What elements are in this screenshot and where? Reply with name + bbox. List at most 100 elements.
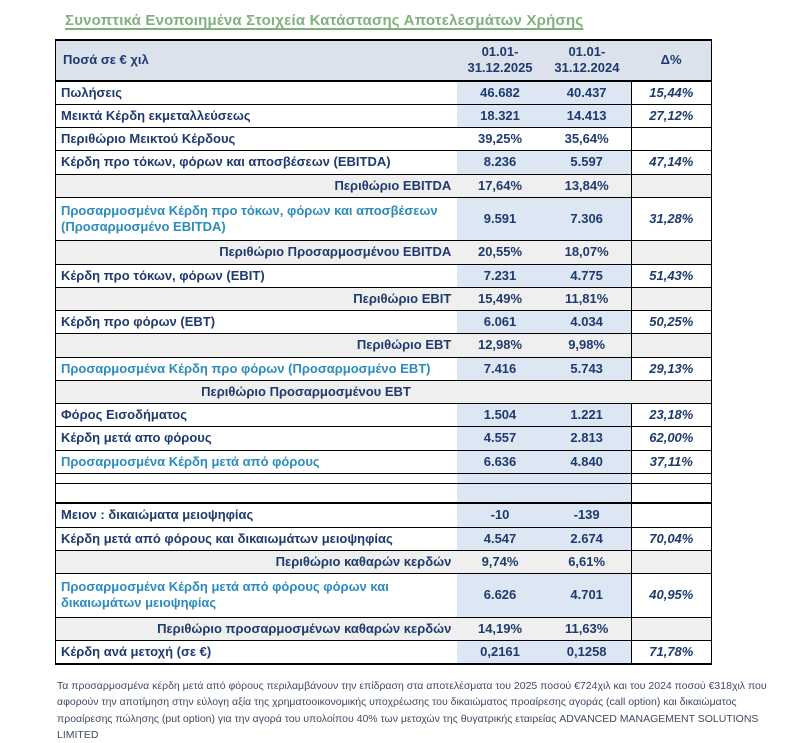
table-row: Προσαρμοσμένα Κέρδη μετά από φόρους φόρω…	[55, 573, 712, 617]
value-2024: 1.221	[542, 403, 632, 427]
value-2024: 7.306	[542, 197, 632, 241]
delta-value	[630, 287, 712, 311]
table-row: Πωλήσεις 46.682 40.437 15,44%	[55, 80, 712, 105]
page-title: Συνοπτικά Ενοποιημένα Στοιχεία Κατάσταση…	[65, 12, 584, 29]
table-row	[55, 473, 712, 484]
row-label: Φόρος Εισοδήματος	[61, 407, 187, 422]
delta-value: 29,13%	[630, 357, 712, 381]
value-2025: 9.591	[457, 197, 543, 241]
table-row: Προσαρμοσμένα Κέρδη προ τόκων, φόρων και…	[55, 197, 712, 241]
value-2025: 7.231	[457, 264, 543, 288]
row-label: Περιθώριο προσαρμοσμένων καθαρών κερδών	[157, 620, 452, 636]
header-period-2024-line1: 01.01-	[568, 44, 606, 59]
value-2024: 9,98%	[568, 337, 606, 353]
row-label: Μειον : δικαιώματα μειοψηφίας	[61, 507, 254, 523]
income-statement-table: Ποσά σε € χιλ 01.01- 31.12.2025 01.01- 3…	[55, 39, 712, 665]
value-2025: 15,49%	[477, 290, 523, 306]
value-2024: 0,1258	[542, 640, 632, 664]
value-2025: 8.236	[457, 150, 543, 174]
row-label: Περιθώριο EBIT	[353, 290, 452, 306]
delta-value: 31,28%	[630, 197, 712, 241]
value-2025	[457, 483, 543, 504]
delta-value: 23,18%	[630, 403, 712, 427]
value-2024: 2.813	[542, 426, 632, 450]
value-2024: 6,61%	[568, 553, 606, 569]
row-label: Κέρδη μετά από φόρους και δικαιωμάτων με…	[61, 530, 393, 546]
delta-value: 51,43%	[630, 264, 712, 288]
value-2025: 39,25%	[477, 131, 523, 146]
delta-value: 40,95%	[630, 573, 712, 617]
table-row	[55, 483, 712, 504]
value-2025: 12,98%	[477, 337, 523, 353]
value-2024: 4.701	[542, 573, 632, 617]
header-period-2025: 01.01- 31.12.2025	[457, 40, 543, 82]
delta-value: 37,11%	[630, 450, 712, 474]
table-row: Περιθώριο Προσαρμοσμένου EBT	[55, 380, 712, 404]
value-2024: 13,84%	[564, 177, 609, 193]
value-2025: 14,19%	[477, 620, 523, 636]
row-label: Περιθώριο EBT	[356, 337, 452, 353]
value-2025: 6.061	[457, 310, 543, 334]
value-2025: 0,2161	[457, 640, 543, 664]
delta-value	[630, 617, 712, 641]
value-2024: 5.597	[542, 150, 632, 174]
row-label: Μεικτά Κέρδη εκμεταλλεύσεως	[61, 107, 251, 123]
table-header-row: Ποσά σε € χιλ 01.01- 31.12.2025 01.01- 3…	[55, 40, 712, 82]
delta-value: 71,78%	[630, 640, 712, 664]
row-label: Περιθώριο Προσαρμοσμένου EBITDA	[219, 244, 452, 260]
row-label: Κέρδη ανά μετοχή (σε €)	[61, 643, 212, 659]
header-period-2024-line2: 31.12.2024	[554, 60, 620, 76]
value-2025: 9,74%	[481, 553, 519, 569]
row-label: Περιθώριο καθαρών κερδών	[275, 553, 452, 569]
delta-value	[630, 333, 712, 357]
value-2025: 20,55%	[477, 244, 523, 260]
table-row: Περιθώριο EBITDA 17,64% 13,84%	[55, 174, 712, 198]
delta-value: 47,14%	[630, 150, 712, 174]
value-2024: 4.034	[542, 310, 632, 334]
value-2024	[542, 483, 632, 504]
row-label	[55, 483, 458, 504]
value-2025: 7.416	[457, 357, 543, 381]
table-row: Κέρδη προ τόκων, φόρων και αποσβέσεων (E…	[55, 150, 712, 174]
table-row: Προσαρμοσμένα Κέρδη μετά από φόρους 6.636…	[55, 450, 712, 474]
value-2025: 17,64%	[477, 177, 523, 193]
row-label: Κέρδη προ τόκων, φόρων (EBIT)	[61, 267, 265, 283]
table-row: Φόρος Εισοδήματος 1.504 1.221 23,18%	[55, 403, 712, 427]
table-row: Κέρδη προ φόρων (EBT) 6.061 4.034 50,25%	[55, 310, 712, 334]
table-row: Μεικτά Κέρδη εκμεταλλεύσεως 18.321 14.413 2…	[55, 104, 712, 128]
row-label: Κέρδη προ τόκων, φόρων και αποσβέσεων (E…	[61, 154, 391, 170]
value-2025: 1.504	[457, 403, 543, 427]
value-2025: 46.682	[457, 80, 543, 105]
header-period-2024: 01.01- 31.12.2024	[542, 40, 632, 82]
row-label: Περιθώριο Μεικτού Κέρδους	[61, 131, 236, 146]
row-label: Περιθώριο EBITDA	[334, 177, 452, 193]
table-row: Κέρδη προ τόκων, φόρων (EBIT) 7.231 4.775 5…	[55, 264, 712, 288]
row-label: Κέρδη μετά απο φόρους	[61, 430, 212, 446]
value-2024: 14.413	[542, 104, 632, 128]
table-row: Περιθώριο EBT 12,98% 9,98%	[55, 333, 712, 357]
value-2024: 5.743	[542, 357, 632, 381]
row-label: Κέρδη προ φόρων (EBT)	[61, 314, 216, 329]
row-label: Προσαρμοσμένα Κέρδη μετά από φόρους φόρω…	[61, 579, 389, 611]
row-label: Περιθώριο Προσαρμοσμένου EBT	[201, 383, 411, 399]
header-period-2025-line1: 01.01-	[481, 44, 519, 59]
table-row: Προσαρμοσμένα Κέρδη προ φόρων (Προσαρμοσ…	[55, 357, 712, 381]
table-row: Μειον : δικαιώματα μειοψηφίας -10 -139	[55, 503, 712, 527]
value-2024: -139	[542, 503, 632, 527]
table-row: Περιθώριο EBIT 15,49% 11,81%	[55, 287, 712, 311]
delta-value	[630, 483, 712, 504]
header-period-2025-line2: 31.12.2025	[467, 60, 533, 76]
table-row: Περιθώριο Προσαρμοσμένου EBITDA 20,55% 18,…	[55, 240, 712, 264]
footnote: Τα προσαρμοσμένα κέρδη μετά από φόρους π…	[57, 680, 767, 741]
delta-value	[630, 240, 712, 264]
table-row: Περιθώριο Μεικτού Κέρδους 39,25% 35,64%	[55, 127, 712, 151]
value-2025: 4.557	[457, 426, 543, 450]
value-2025: 6.636	[457, 450, 543, 474]
table-row: Κέρδη μετά από φόρους και δικαιωμάτων με…	[55, 527, 712, 551]
value-2024: 18,07%	[564, 244, 609, 260]
header-delta-column: Δ%	[631, 40, 712, 82]
value-2025: 18.321	[457, 104, 543, 128]
delta-value: 27,12%	[630, 104, 712, 128]
row-label: Πωλήσεις	[61, 84, 122, 100]
